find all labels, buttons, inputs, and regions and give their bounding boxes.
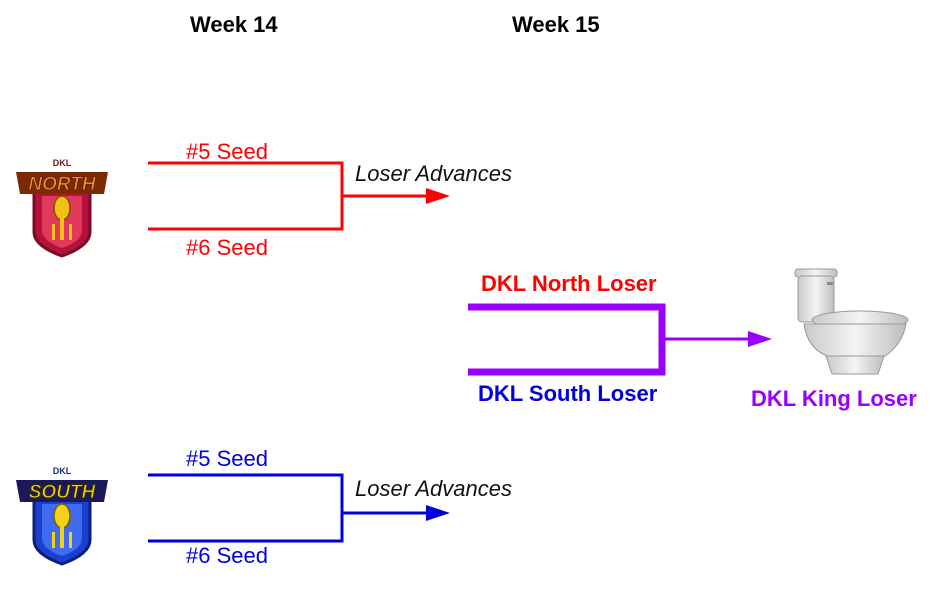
final-bracket — [468, 303, 772, 376]
north-logo-icon: NORTH DKL — [12, 150, 112, 260]
north-advance-label: Loser Advances — [355, 161, 512, 186]
north-seed6-label: #6 Seed — [186, 235, 268, 260]
north-advance-arrow — [426, 188, 450, 204]
north-seed5-label: #5 Seed — [186, 139, 268, 164]
week15-header: Week 15 — [512, 12, 600, 37]
north-bracket-lines — [148, 161, 344, 231]
south-bracket-lines — [148, 473, 344, 543]
week14-header: Week 14 — [190, 12, 278, 37]
svg-text:SOUTH: SOUTH — [29, 482, 97, 503]
north-bracket — [148, 161, 450, 231]
svg-text:DKL: DKL — [53, 466, 72, 476]
king-loser-label: DKL King Loser — [751, 386, 917, 411]
svg-text:NORTH: NORTH — [28, 174, 96, 195]
south-seed6-label: #6 Seed — [186, 543, 268, 568]
south-loser-label: DKL South Loser — [478, 381, 658, 406]
south-logo-icon: SOUTH DKL — [12, 458, 112, 568]
south-advance-label: Loser Advances — [355, 476, 512, 501]
south-advance-arrow — [426, 505, 450, 521]
svg-text:DKL: DKL — [53, 158, 72, 168]
toilet-icon — [790, 266, 915, 378]
north-loser-label: DKL North Loser — [481, 271, 657, 296]
final-bracket-lines — [468, 303, 666, 376]
south-seed5-label: #5 Seed — [186, 446, 268, 471]
south-bracket — [148, 473, 450, 543]
final-advance-arrow — [748, 331, 772, 347]
